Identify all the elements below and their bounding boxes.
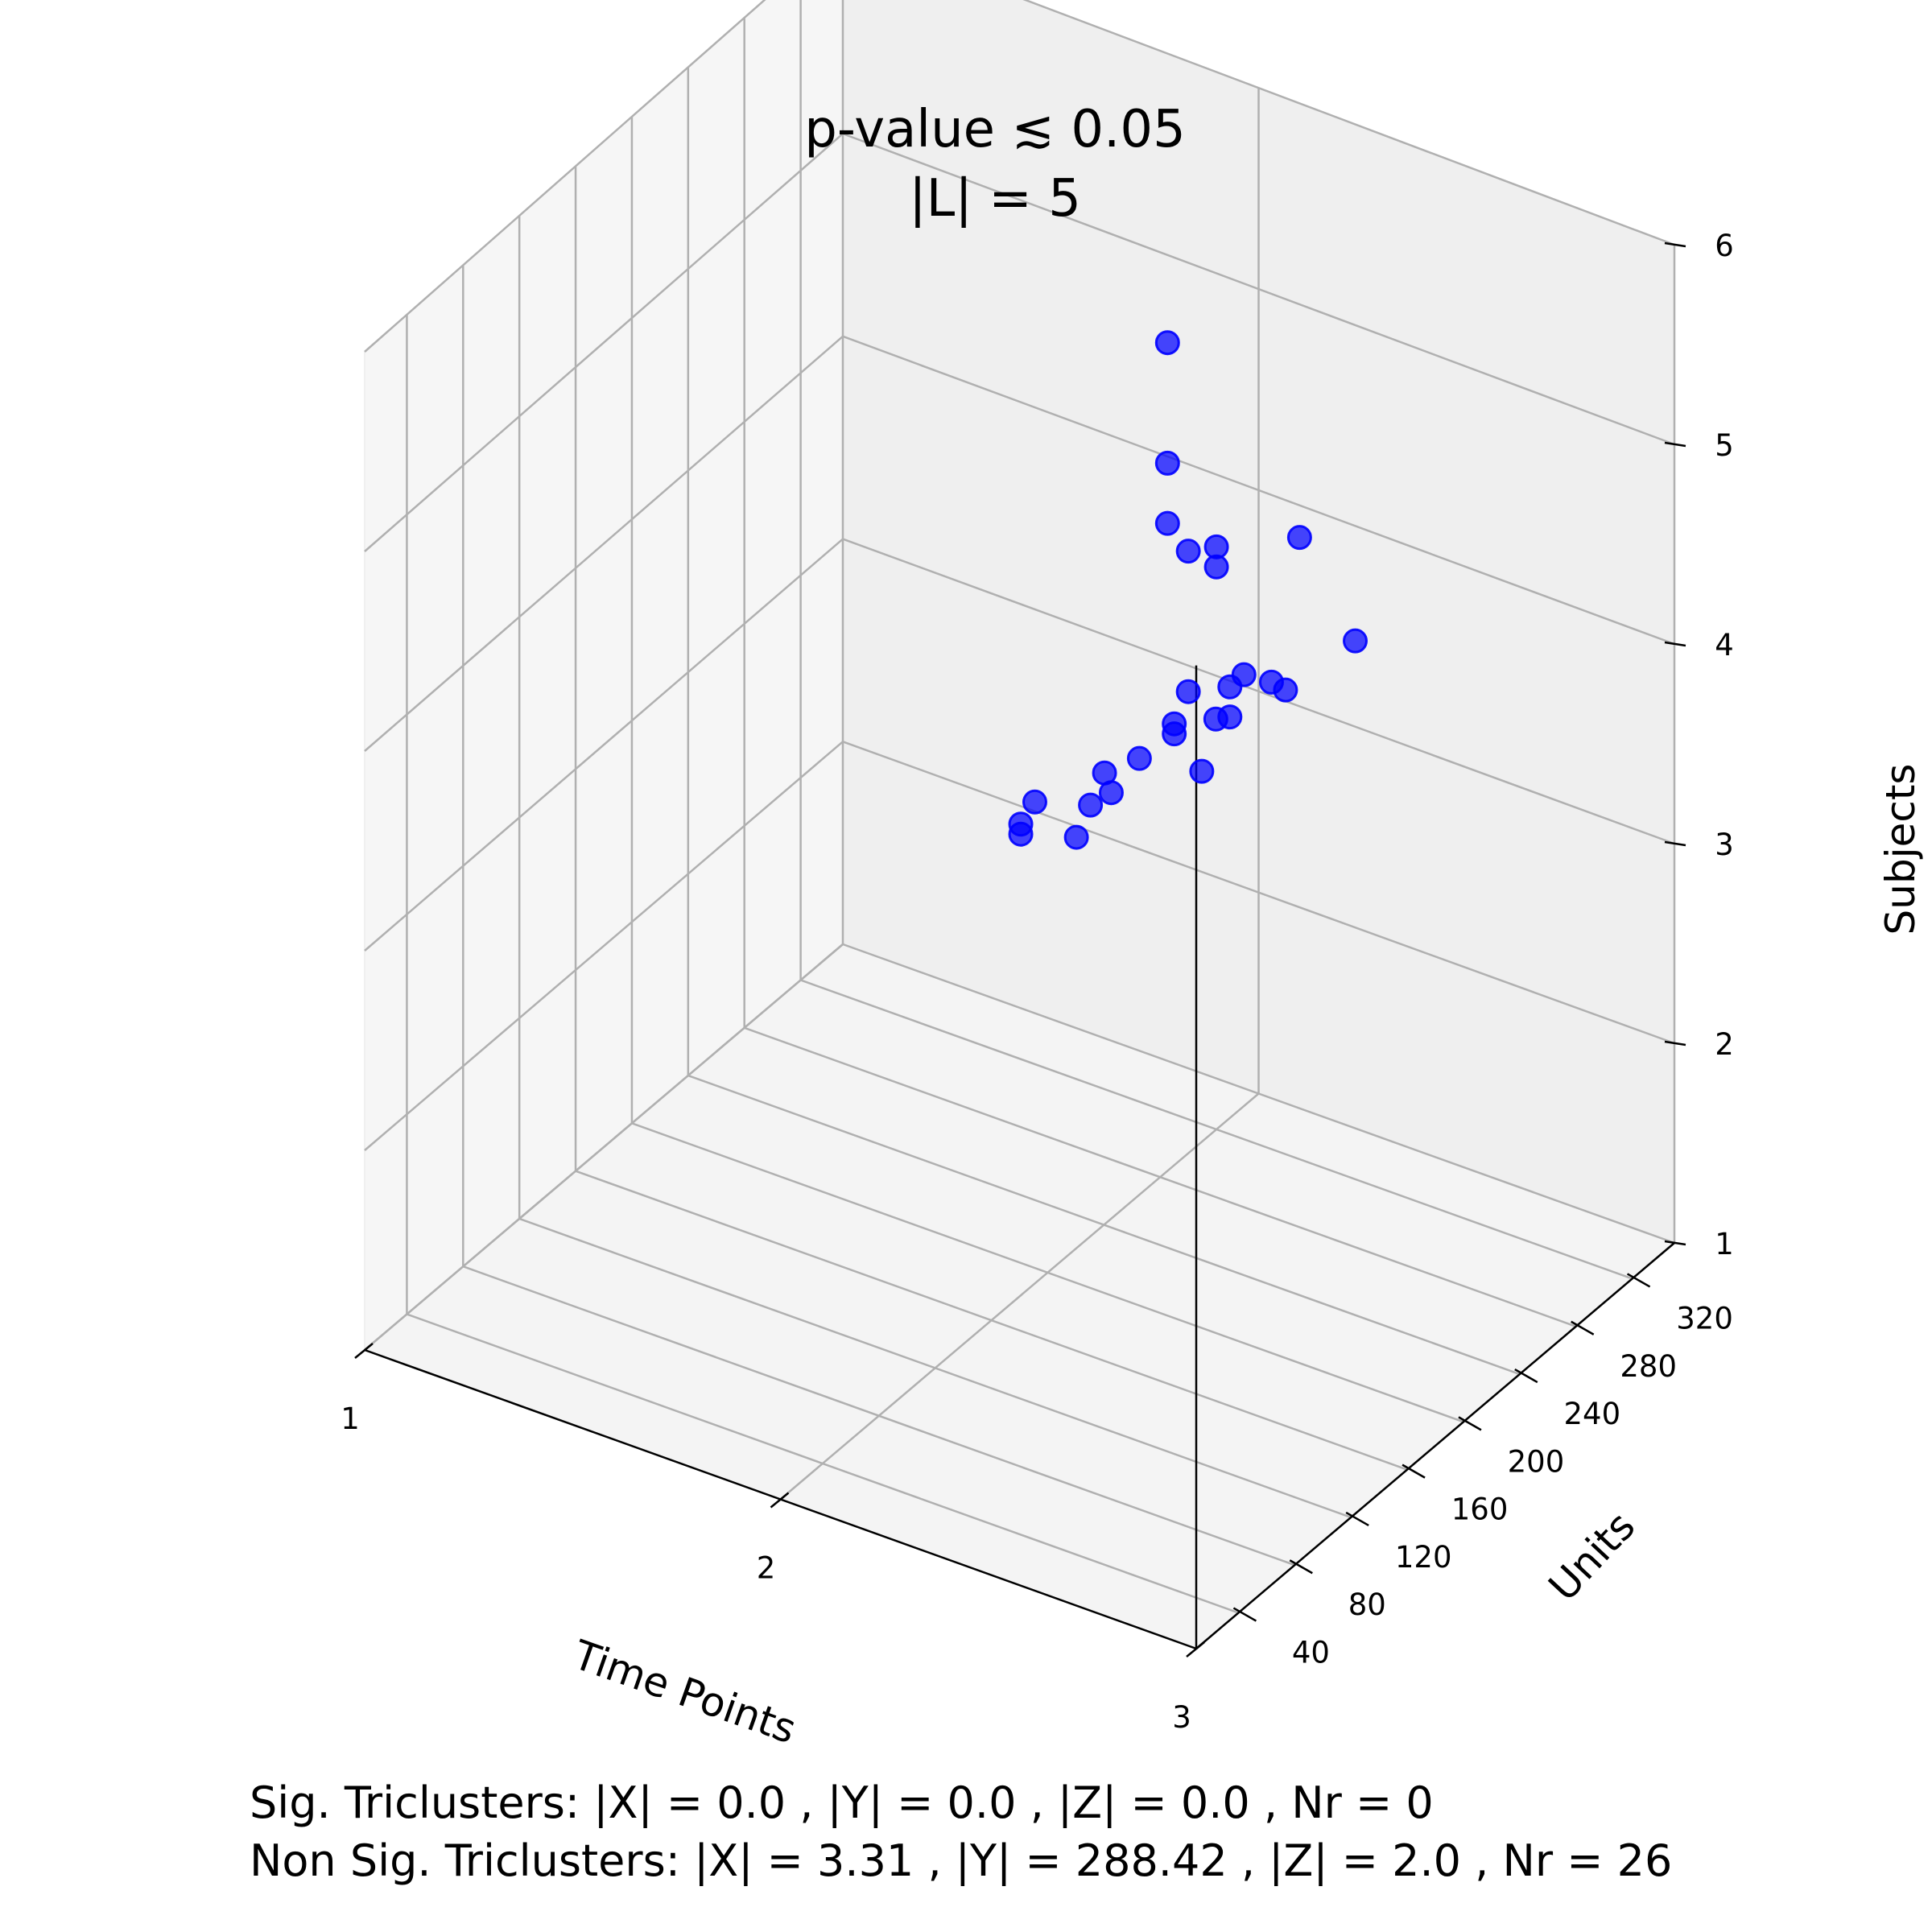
chart-title-line-1: p-value ≲ 0.05 bbox=[804, 100, 1186, 159]
scatter-point bbox=[1022, 789, 1047, 815]
x-tick bbox=[354, 1343, 374, 1359]
z-tick-label: 1 bbox=[1715, 1227, 1734, 1261]
y-tick bbox=[1626, 1273, 1651, 1288]
y-tick-label: 120 bbox=[1395, 1540, 1452, 1575]
scatter-point bbox=[1092, 760, 1117, 786]
scatter-point bbox=[1217, 704, 1243, 730]
y-tick-label: 280 bbox=[1620, 1349, 1677, 1384]
grid-line-y bbox=[575, 1170, 1408, 1471]
y-tick bbox=[1402, 1463, 1426, 1479]
grid-line-z bbox=[364, 335, 844, 752]
grid-line-y bbox=[462, 1265, 1295, 1567]
y-tick-label: 80 bbox=[1348, 1587, 1386, 1622]
y-tick-label: 160 bbox=[1451, 1492, 1509, 1527]
x-tick-label: 3 bbox=[1172, 1700, 1191, 1735]
z-tick-label: 5 bbox=[1715, 428, 1734, 463]
z-tick-label: 6 bbox=[1715, 229, 1734, 263]
grid-line-y bbox=[631, 1122, 1464, 1423]
scatter-point bbox=[1231, 662, 1257, 687]
x-axis-label: Time Points bbox=[567, 1631, 802, 1752]
z-tick bbox=[1664, 641, 1686, 647]
grid-line-z bbox=[842, 538, 1675, 845]
grid-line-z bbox=[364, 741, 844, 1151]
footer-sig-triclusters: Sig. Triclusters: |X| = 0.0 , |Y| = 0.0 … bbox=[250, 1777, 1434, 1828]
scatter-point bbox=[1343, 628, 1368, 654]
z-tick bbox=[1664, 242, 1686, 248]
grid-line-y bbox=[744, 1026, 1577, 1327]
scatter-point bbox=[1286, 525, 1312, 551]
x-tick bbox=[770, 1492, 790, 1509]
y-tick bbox=[1571, 1320, 1595, 1335]
scatter-point bbox=[1203, 554, 1229, 580]
y-tick bbox=[1458, 1416, 1482, 1431]
grid-line-y bbox=[518, 1217, 1352, 1519]
y-tick-label: 40 bbox=[1292, 1636, 1330, 1670]
grid-line-z bbox=[364, 943, 844, 1351]
scatter-point bbox=[1154, 330, 1180, 356]
footer-nonsig-triclusters: Non Sig. Triclusters: |X| = 3.31 , |Y| =… bbox=[250, 1835, 1672, 1886]
grid-line-y bbox=[406, 1313, 1239, 1614]
grid-line-z bbox=[842, 943, 1675, 1245]
z-tick-label: 3 bbox=[1715, 828, 1734, 862]
y-axis-label: Units bbox=[1540, 1503, 1645, 1610]
data-points bbox=[1008, 330, 1368, 850]
y-tick-label: 240 bbox=[1564, 1397, 1621, 1431]
grid-line-z bbox=[364, 538, 844, 952]
y-tick bbox=[1232, 1607, 1257, 1622]
grid-line-z bbox=[842, 741, 1675, 1045]
scatter-point bbox=[1175, 679, 1201, 704]
y-tick-label: 320 bbox=[1676, 1301, 1733, 1335]
z-tick-label: 2 bbox=[1715, 1027, 1734, 1062]
scatter-point bbox=[1154, 510, 1180, 536]
grid-line-z bbox=[364, 0, 766, 353]
y-tick-label: 200 bbox=[1508, 1444, 1565, 1479]
y-axis-line bbox=[1195, 1242, 1675, 1649]
x-tick-label: 2 bbox=[757, 1551, 776, 1586]
scatter-point bbox=[1078, 792, 1104, 818]
scatter-point bbox=[1189, 758, 1215, 784]
grid-line-z bbox=[842, 335, 1675, 646]
scatter-point bbox=[1175, 539, 1201, 564]
x-tick bbox=[1186, 1641, 1205, 1657]
z-tick-label: 4 bbox=[1715, 628, 1734, 663]
z-axis-label: Subjects bbox=[1877, 764, 1924, 935]
scatter-point bbox=[1273, 677, 1298, 703]
grid-line-y bbox=[800, 979, 1633, 1280]
z-tick bbox=[1664, 441, 1686, 448]
scatter-point bbox=[1126, 745, 1152, 771]
grid-line-z bbox=[1022, 0, 1675, 246]
scatter-point bbox=[1063, 824, 1089, 850]
grid-line-z bbox=[842, 132, 1675, 446]
tick-marks: 1 2 3 40 80 120 160 200 240 280 320 1 2 3 4 5 6 bbox=[341, 229, 1734, 1735]
y-tick bbox=[1514, 1368, 1538, 1384]
scatter-point bbox=[1154, 450, 1180, 476]
grid-line-x bbox=[779, 1092, 1260, 1501]
y-tick bbox=[1345, 1511, 1369, 1527]
z-tick bbox=[1664, 840, 1686, 847]
z-tick bbox=[1664, 1240, 1686, 1246]
grid-line-y bbox=[687, 1074, 1521, 1376]
chart-title-line-2: |L| = 5 bbox=[909, 169, 1081, 229]
scatter-point bbox=[1008, 821, 1034, 847]
y-tick bbox=[1289, 1559, 1313, 1575]
z-tick bbox=[1664, 1040, 1686, 1046]
x-tick-label: 1 bbox=[341, 1402, 360, 1436]
grid-line-z bbox=[364, 133, 844, 552]
scatter-point bbox=[1162, 721, 1187, 747]
